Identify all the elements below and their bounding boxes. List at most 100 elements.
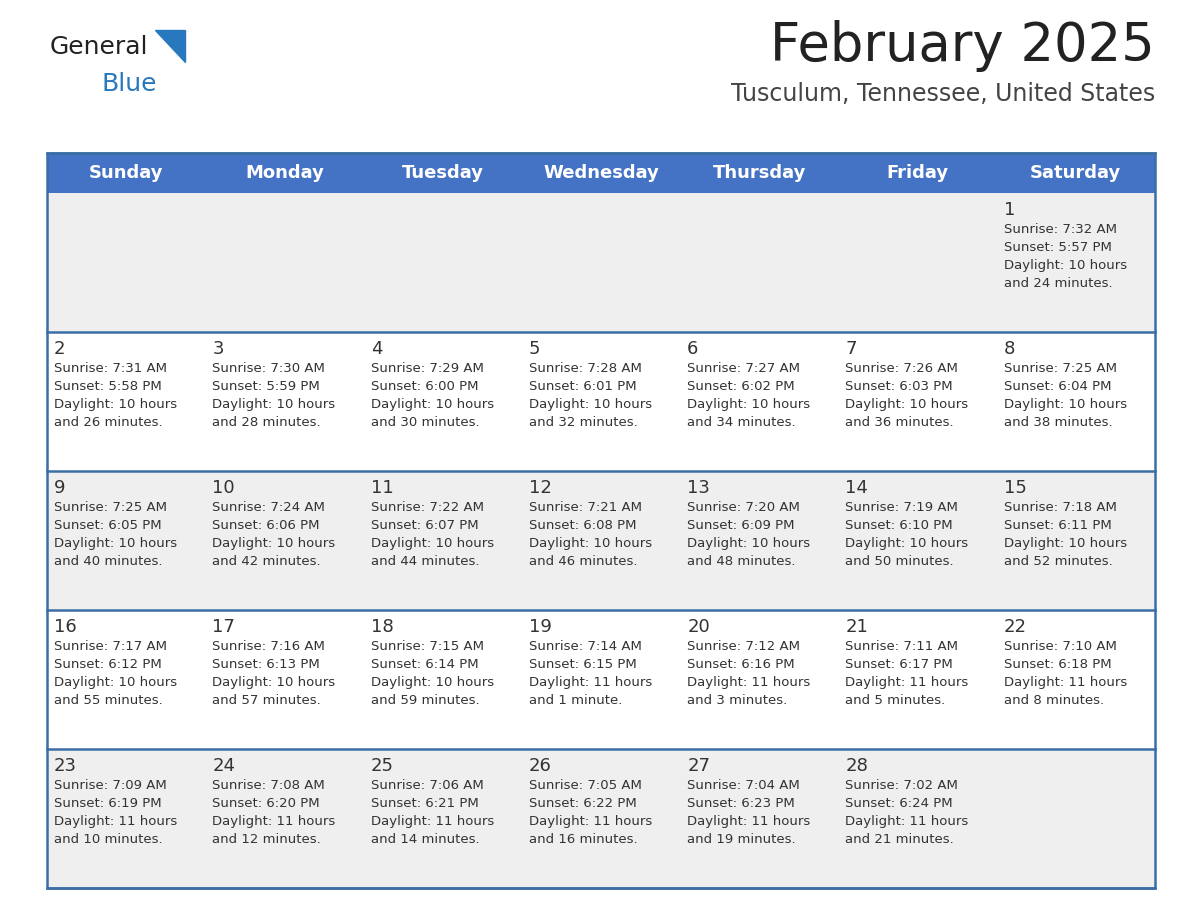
Text: 13: 13 bbox=[687, 479, 710, 497]
Text: 25: 25 bbox=[371, 757, 393, 775]
Text: 12: 12 bbox=[529, 479, 551, 497]
Text: Sunrise: 7:14 AM: Sunrise: 7:14 AM bbox=[529, 640, 642, 653]
Text: 19: 19 bbox=[529, 618, 551, 636]
Text: 14: 14 bbox=[846, 479, 868, 497]
Text: Daylight: 10 hours: Daylight: 10 hours bbox=[213, 676, 335, 689]
Text: 6: 6 bbox=[687, 340, 699, 358]
Text: Sunrise: 7:18 AM: Sunrise: 7:18 AM bbox=[1004, 501, 1117, 514]
Text: 27: 27 bbox=[687, 757, 710, 775]
Bar bbox=[48, 153, 1155, 888]
Text: Sunrise: 7:10 AM: Sunrise: 7:10 AM bbox=[1004, 640, 1117, 653]
Text: Daylight: 10 hours: Daylight: 10 hours bbox=[687, 398, 810, 411]
Text: Daylight: 10 hours: Daylight: 10 hours bbox=[53, 398, 177, 411]
Text: Sunset: 6:01 PM: Sunset: 6:01 PM bbox=[529, 380, 637, 393]
Text: and 5 minutes.: and 5 minutes. bbox=[846, 694, 946, 707]
Text: Daylight: 11 hours: Daylight: 11 hours bbox=[529, 815, 652, 828]
Text: Sunset: 6:09 PM: Sunset: 6:09 PM bbox=[687, 519, 795, 532]
Text: 24: 24 bbox=[213, 757, 235, 775]
Text: Sunset: 6:24 PM: Sunset: 6:24 PM bbox=[846, 797, 953, 810]
Text: Sunrise: 7:15 AM: Sunrise: 7:15 AM bbox=[371, 640, 484, 653]
Text: Daylight: 11 hours: Daylight: 11 hours bbox=[846, 815, 968, 828]
Text: and 59 minutes.: and 59 minutes. bbox=[371, 694, 479, 707]
Text: Tuesday: Tuesday bbox=[402, 164, 484, 182]
Text: Sunrise: 7:30 AM: Sunrise: 7:30 AM bbox=[213, 362, 326, 375]
Text: and 28 minutes.: and 28 minutes. bbox=[213, 416, 321, 429]
Text: Sunset: 6:15 PM: Sunset: 6:15 PM bbox=[529, 658, 637, 671]
Text: and 50 minutes.: and 50 minutes. bbox=[846, 555, 954, 568]
Text: and 42 minutes.: and 42 minutes. bbox=[213, 555, 321, 568]
Text: Sunday: Sunday bbox=[89, 164, 164, 182]
Text: Sunrise: 7:04 AM: Sunrise: 7:04 AM bbox=[687, 779, 800, 792]
Text: Daylight: 10 hours: Daylight: 10 hours bbox=[529, 537, 652, 550]
Text: 3: 3 bbox=[213, 340, 223, 358]
Text: 26: 26 bbox=[529, 757, 551, 775]
Text: Sunrise: 7:22 AM: Sunrise: 7:22 AM bbox=[371, 501, 484, 514]
Text: Sunset: 6:12 PM: Sunset: 6:12 PM bbox=[53, 658, 162, 671]
Text: 2: 2 bbox=[53, 340, 65, 358]
Text: Sunrise: 7:09 AM: Sunrise: 7:09 AM bbox=[53, 779, 166, 792]
Text: and 10 minutes.: and 10 minutes. bbox=[53, 833, 163, 846]
Text: 20: 20 bbox=[687, 618, 710, 636]
Text: Sunrise: 7:27 AM: Sunrise: 7:27 AM bbox=[687, 362, 801, 375]
Text: and 3 minutes.: and 3 minutes. bbox=[687, 694, 788, 707]
Bar bbox=[48, 471, 1155, 610]
Text: Daylight: 11 hours: Daylight: 11 hours bbox=[1004, 676, 1127, 689]
Text: 9: 9 bbox=[53, 479, 65, 497]
Text: Sunset: 5:57 PM: Sunset: 5:57 PM bbox=[1004, 241, 1112, 254]
Text: Sunset: 6:23 PM: Sunset: 6:23 PM bbox=[687, 797, 795, 810]
Text: Sunrise: 7:21 AM: Sunrise: 7:21 AM bbox=[529, 501, 642, 514]
Text: Sunset: 6:17 PM: Sunset: 6:17 PM bbox=[846, 658, 953, 671]
Text: 11: 11 bbox=[371, 479, 393, 497]
Bar bbox=[48, 749, 1155, 888]
Text: Sunrise: 7:29 AM: Sunrise: 7:29 AM bbox=[371, 362, 484, 375]
Text: 18: 18 bbox=[371, 618, 393, 636]
Text: Sunrise: 7:31 AM: Sunrise: 7:31 AM bbox=[53, 362, 168, 375]
Text: Sunset: 6:11 PM: Sunset: 6:11 PM bbox=[1004, 519, 1112, 532]
Text: Sunset: 6:16 PM: Sunset: 6:16 PM bbox=[687, 658, 795, 671]
Text: Sunrise: 7:11 AM: Sunrise: 7:11 AM bbox=[846, 640, 959, 653]
Text: Daylight: 11 hours: Daylight: 11 hours bbox=[687, 815, 810, 828]
Text: 23: 23 bbox=[53, 757, 77, 775]
Text: Sunrise: 7:19 AM: Sunrise: 7:19 AM bbox=[846, 501, 959, 514]
Text: Sunset: 6:02 PM: Sunset: 6:02 PM bbox=[687, 380, 795, 393]
Text: Sunrise: 7:26 AM: Sunrise: 7:26 AM bbox=[846, 362, 959, 375]
Text: 17: 17 bbox=[213, 618, 235, 636]
Text: Daylight: 11 hours: Daylight: 11 hours bbox=[687, 676, 810, 689]
Text: Sunset: 6:05 PM: Sunset: 6:05 PM bbox=[53, 519, 162, 532]
Text: and 8 minutes.: and 8 minutes. bbox=[1004, 694, 1104, 707]
Text: Sunset: 6:03 PM: Sunset: 6:03 PM bbox=[846, 380, 953, 393]
Text: Sunset: 6:20 PM: Sunset: 6:20 PM bbox=[213, 797, 320, 810]
Text: Blue: Blue bbox=[102, 72, 158, 96]
Text: and 1 minute.: and 1 minute. bbox=[529, 694, 623, 707]
Text: Sunrise: 7:08 AM: Sunrise: 7:08 AM bbox=[213, 779, 326, 792]
Text: and 32 minutes.: and 32 minutes. bbox=[529, 416, 638, 429]
Text: Sunrise: 7:05 AM: Sunrise: 7:05 AM bbox=[529, 779, 642, 792]
Text: Saturday: Saturday bbox=[1030, 164, 1121, 182]
Text: Daylight: 10 hours: Daylight: 10 hours bbox=[371, 676, 494, 689]
Text: Daylight: 10 hours: Daylight: 10 hours bbox=[1004, 537, 1127, 550]
Text: Daylight: 10 hours: Daylight: 10 hours bbox=[53, 676, 177, 689]
Text: Daylight: 10 hours: Daylight: 10 hours bbox=[1004, 259, 1127, 272]
Text: Daylight: 11 hours: Daylight: 11 hours bbox=[213, 815, 335, 828]
Text: Daylight: 10 hours: Daylight: 10 hours bbox=[53, 537, 177, 550]
Text: and 44 minutes.: and 44 minutes. bbox=[371, 555, 479, 568]
Text: Monday: Monday bbox=[245, 164, 324, 182]
Text: Daylight: 11 hours: Daylight: 11 hours bbox=[371, 815, 494, 828]
Text: Daylight: 11 hours: Daylight: 11 hours bbox=[53, 815, 177, 828]
Bar bbox=[48, 610, 1155, 749]
Text: Thursday: Thursday bbox=[713, 164, 805, 182]
Polygon shape bbox=[154, 30, 185, 62]
Bar bbox=[48, 332, 1155, 471]
Text: Sunset: 6:08 PM: Sunset: 6:08 PM bbox=[529, 519, 637, 532]
Text: 8: 8 bbox=[1004, 340, 1015, 358]
Text: 5: 5 bbox=[529, 340, 541, 358]
Text: Sunrise: 7:17 AM: Sunrise: 7:17 AM bbox=[53, 640, 168, 653]
Text: Sunrise: 7:06 AM: Sunrise: 7:06 AM bbox=[371, 779, 484, 792]
Text: Sunrise: 7:02 AM: Sunrise: 7:02 AM bbox=[846, 779, 959, 792]
Text: and 57 minutes.: and 57 minutes. bbox=[213, 694, 321, 707]
Text: and 21 minutes.: and 21 minutes. bbox=[846, 833, 954, 846]
Text: and 12 minutes.: and 12 minutes. bbox=[213, 833, 321, 846]
Text: Daylight: 11 hours: Daylight: 11 hours bbox=[529, 676, 652, 689]
Text: Daylight: 10 hours: Daylight: 10 hours bbox=[529, 398, 652, 411]
Text: 1: 1 bbox=[1004, 201, 1015, 219]
